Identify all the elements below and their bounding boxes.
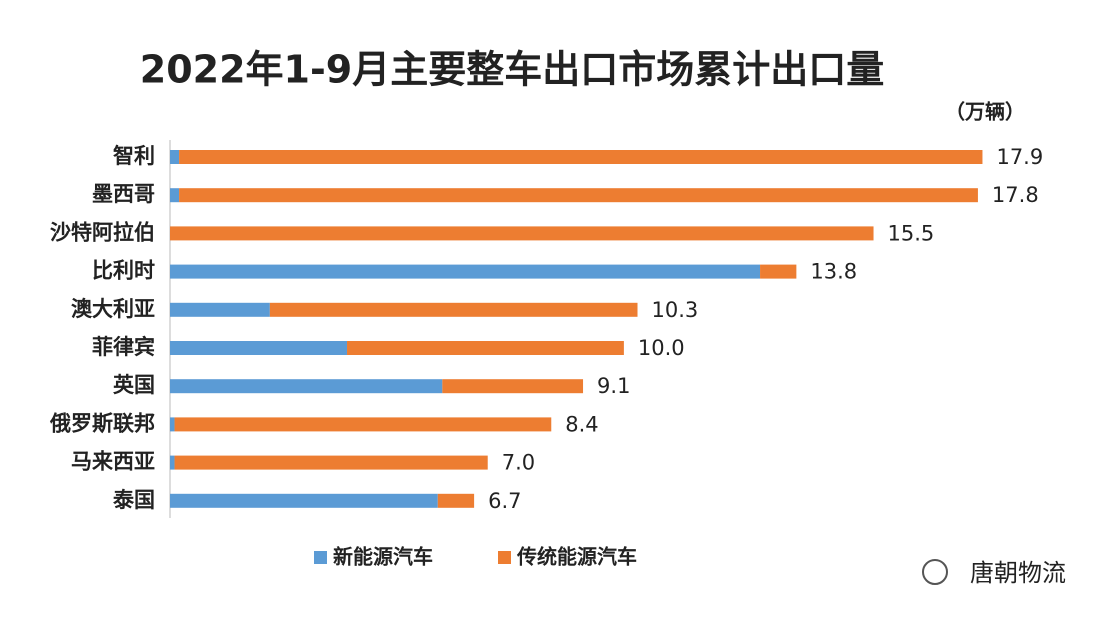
unit-label: （万辆） [945,100,1025,124]
watermark: 唐朝物流 [970,559,1066,587]
value-label: 17.9 [996,145,1043,169]
bar-segment [174,417,552,432]
bar-segment [269,302,638,317]
bar-segment [170,264,761,279]
y-tick-label: 英国 [113,373,155,397]
bar-segment [170,226,874,241]
legend-label: 新能源汽车 [333,545,433,569]
bar-segment [179,150,983,164]
bar-segment [170,188,180,203]
bar-segment [170,455,175,470]
value-label: 9.1 [597,374,630,398]
bar-segment [170,379,443,394]
bar-segment [437,493,475,508]
value-label: 15.5 [888,221,935,245]
legend-swatch [498,551,511,564]
chart-title: 2022年1-9月主要整车出口市场累计出口量 [140,48,884,92]
value-label: 8.4 [565,412,598,436]
bar-segment [174,455,488,470]
value-label: 7.0 [502,451,535,475]
value-label: 13.8 [810,260,857,284]
bar-segment [170,417,175,432]
bar-segment [760,264,797,279]
value-label: 10.0 [638,336,685,360]
value-label: 6.7 [488,489,521,513]
y-tick-label: 俄罗斯联邦 [49,411,155,435]
bar-segment [347,341,624,355]
y-tick-label: 泰国 [112,488,155,512]
y-tick-label: 智利 [113,144,155,168]
y-tick-label: 菲律宾 [92,335,155,359]
value-label: 10.3 [652,298,699,322]
y-tick-label: 澳大利亚 [71,297,155,321]
y-tick-label: 马来西亚 [71,450,155,474]
bar-segment [179,188,978,203]
y-tick-label: 比利时 [92,259,155,283]
watermark-group: 唐朝物流 [922,559,1066,587]
bar-segment [170,341,348,355]
y-tick-label: 沙特阿拉伯 [50,220,155,244]
value-label: 17.8 [992,183,1039,207]
y-tick-label: 墨西哥 [92,182,155,206]
bar-segment [442,379,584,394]
legend-label: 传统能源汽车 [516,545,637,569]
watermark-icon [922,559,948,585]
bar-segment [170,493,438,508]
bar-segment [170,150,180,164]
legend-swatch [314,551,327,564]
bar-segment [170,302,270,317]
